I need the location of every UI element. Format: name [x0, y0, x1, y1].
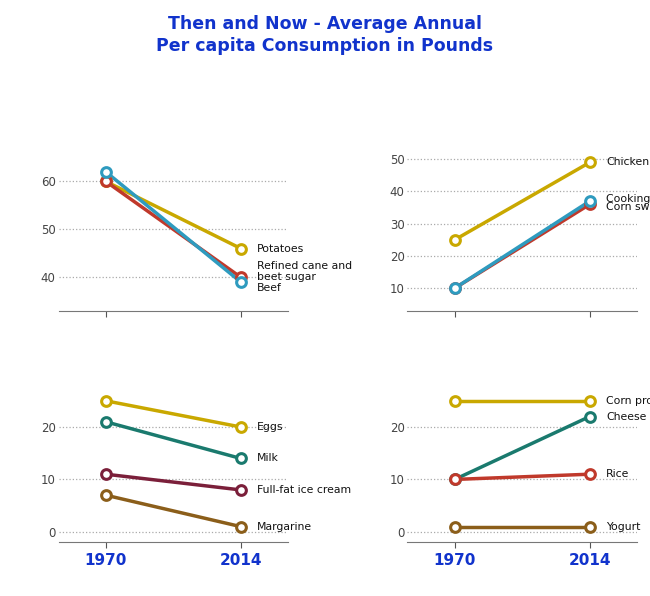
Text: Then and Now - Average Annual
Per capita Consumption in Pounds: Then and Now - Average Annual Per capita…	[157, 15, 493, 55]
Text: Corn products: Corn products	[606, 396, 650, 406]
Text: Cooking oils: Cooking oils	[606, 194, 650, 204]
Text: Potatoes: Potatoes	[257, 244, 304, 253]
Text: Full-fat ice cream: Full-fat ice cream	[257, 485, 351, 495]
Text: Rice: Rice	[606, 469, 629, 479]
Text: Cheese: Cheese	[606, 411, 646, 421]
Text: Margarine: Margarine	[257, 522, 312, 532]
Text: Eggs: Eggs	[257, 422, 283, 432]
Text: Beef: Beef	[257, 283, 282, 293]
Text: Refined cane and
beet sugar: Refined cane and beet sugar	[257, 261, 352, 283]
Text: Chicken: Chicken	[606, 157, 649, 167]
Text: Yogurt: Yogurt	[606, 522, 640, 532]
Text: Milk: Milk	[257, 454, 279, 464]
Text: Corn sweeteners: Corn sweeteners	[606, 201, 650, 212]
